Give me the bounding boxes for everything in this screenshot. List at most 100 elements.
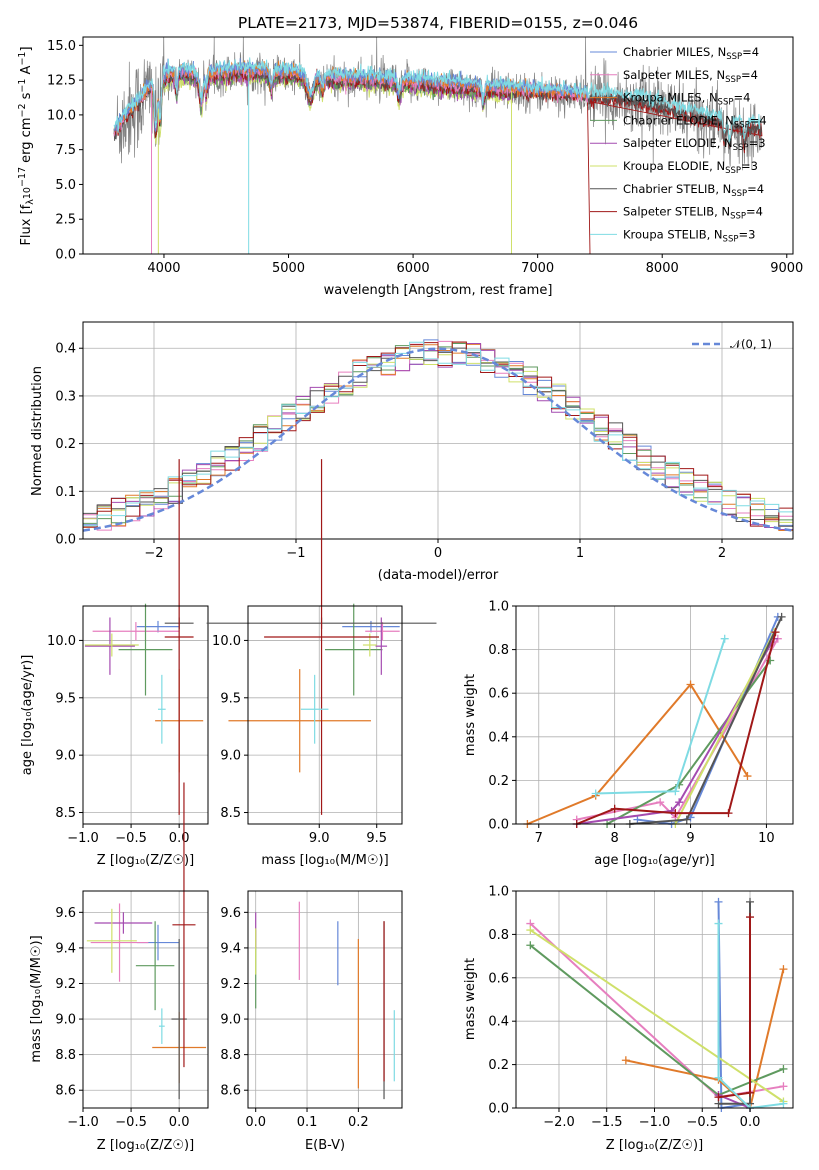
series-line [625, 968, 785, 1110]
data-point [714, 919, 723, 928]
y-tick-label: 0.1 [55, 485, 76, 500]
legend-subscript: SSP [725, 75, 741, 85]
legend-nssp: =4 [746, 205, 763, 219]
data-point [621, 1056, 630, 1065]
legend-series-name: Kroupa ELODIE, N [623, 159, 725, 173]
legend-nssp: =4 [741, 68, 758, 82]
y-tick-label: 9.0 [55, 749, 76, 764]
chart-title: PLATE=2173, MJD=53874, FIBERID=0155, z=0… [238, 14, 638, 32]
series-line [717, 923, 784, 1110]
x-axis-label: (data-model)/error [378, 568, 499, 583]
x-tick-label: 6000 [397, 261, 430, 276]
x-tick-label: 10 [758, 831, 775, 846]
y-tick-label: 5.0 [55, 178, 76, 193]
y-tick-label: 7.5 [55, 143, 76, 158]
grid [248, 606, 402, 824]
data-point [771, 628, 780, 637]
x-tick-label: 5000 [272, 261, 305, 276]
y-axis-label: age [log₁₀(age/yr)] [20, 655, 35, 776]
y-axis-label: mass weight [463, 674, 478, 756]
legend-label: 𝒩(0, 1) [730, 337, 772, 351]
plot-area [83, 339, 793, 532]
legend-series-name: Chabrier STELIB, N [623, 182, 731, 196]
axes-frame [82, 890, 209, 1109]
data-point [743, 772, 752, 781]
y-tick-label: 0.2 [488, 774, 509, 789]
x-axis-label: mass [log₁₀(M/M☉)] [261, 853, 388, 868]
legend-subscript: SSP [734, 120, 750, 130]
plot-area [84, 459, 204, 815]
y-tick-label: 0.0 [488, 818, 509, 833]
legend-nssp: =4 [750, 113, 767, 127]
series-line [529, 929, 784, 1103]
y-tick-label: 10.0 [47, 108, 76, 123]
y-tick-label: 0.0 [55, 533, 76, 548]
data-point [720, 634, 729, 643]
y-tick-label: 8.6 [55, 1084, 76, 1099]
panel-massweight_vs_Z: −2.0 −1.5 −1.0 −0.5 0.0 0.0 0.2 0.4 0.6 0.8 1.0 [488, 885, 794, 1130]
x-tick-label: 7000 [521, 261, 554, 276]
data-point [779, 1082, 788, 1091]
y-tick-label: 0.8 [488, 643, 509, 658]
legend-label: Chabrier STELIB, NSSP=4 [623, 182, 764, 199]
x-tick-label: 8 [611, 831, 619, 846]
y-axis-label-part: λ [25, 199, 36, 205]
x-tick-label: −1.0 [67, 1115, 99, 1130]
series-line [718, 917, 751, 1099]
axes-frame [82, 605, 209, 825]
x-tick-label: −0.5 [115, 831, 147, 846]
x-tick-label: −1.0 [67, 831, 99, 846]
y-axis-label-part: ] [19, 46, 34, 51]
y-tick-label: 2.5 [55, 213, 76, 228]
data-point [779, 965, 788, 974]
data-point [656, 798, 665, 807]
panel-massweight_vs_age: 7 8 9 10 0.0 0.2 0.4 0.6 0.8 1.0 [488, 600, 794, 846]
y-tick-label: 0.4 [488, 730, 509, 745]
y-tick-label: 0.4 [55, 342, 76, 357]
y-axis-label-part: 10 [22, 187, 33, 199]
x-axis-label: age [log₁₀(age/yr)] [594, 853, 715, 868]
data-point [526, 941, 535, 950]
axes: 4000 5000 6000 7000 8000 9000 0.0 2.5 5.0 7.5 10.0… [47, 36, 803, 276]
legend-nssp: =4 [747, 182, 764, 196]
y-axis-label-part: s [19, 92, 34, 103]
data-point [675, 798, 684, 807]
panel-residuals: −2 −1 0 1 2 0.0 0.1 0.2 0.3 0.4 [55, 321, 794, 561]
y-tick-label: 10.0 [212, 634, 241, 649]
axes-frame [82, 36, 794, 255]
y-axis-label-part: −17 [17, 167, 28, 187]
y-tick-label: 1.0 [488, 600, 509, 615]
x-tick-label: −2.0 [543, 1115, 575, 1130]
legend-subscript: SSP [731, 189, 747, 199]
y-axis-label-part: A [19, 65, 34, 78]
data-point [777, 612, 786, 621]
x-tick-label: 8000 [646, 261, 679, 276]
panel-age_vs_mass: 9.0 9.5 8.5 9.0 9.5 10.0 [206, 459, 437, 846]
data-point [686, 680, 695, 689]
data-point [633, 815, 642, 824]
legend-subscript: SSP [726, 52, 742, 62]
x-tick-label: 9 [686, 831, 694, 846]
series-line [527, 682, 749, 825]
y-tick-label: 0.8 [488, 928, 509, 943]
x-tick-label: 0.0 [245, 1115, 266, 1130]
x-axis-label: Z [log₁₀(Z/Z☉)] [97, 1138, 194, 1153]
x-axis-label: Z [log₁₀(Z/Z☉)] [606, 1138, 703, 1153]
axes: 0.0 0.1 0.2 8.6 8.8 9.0 9.2 9.4 9.6 [220, 890, 403, 1130]
y-tick-label: 9.6 [55, 906, 76, 921]
series-line [637, 616, 779, 826]
legend-label: Kroupa MILES, NSSP=4 [623, 91, 750, 108]
axes: 7 8 9 10 0.0 0.2 0.4 0.6 0.8 1.0 [488, 600, 794, 846]
legend-series-name: Salpeter MILES, N [623, 68, 725, 82]
y-tick-label: 9.4 [220, 941, 241, 956]
panel-mass_vs_EBV: 0.0 0.1 0.2 8.6 8.8 9.0 9.2 9.4 9.6 [220, 890, 403, 1130]
legend-nssp: =3 [741, 159, 758, 173]
data-point [714, 1073, 723, 1082]
axes-frame [515, 605, 794, 825]
y-axis-label: mass weight [463, 958, 478, 1040]
series-line [576, 638, 779, 821]
y-tick-label: 8.6 [220, 1084, 241, 1099]
grid [248, 891, 402, 1108]
data-point [714, 897, 723, 906]
series-line [629, 616, 783, 825]
